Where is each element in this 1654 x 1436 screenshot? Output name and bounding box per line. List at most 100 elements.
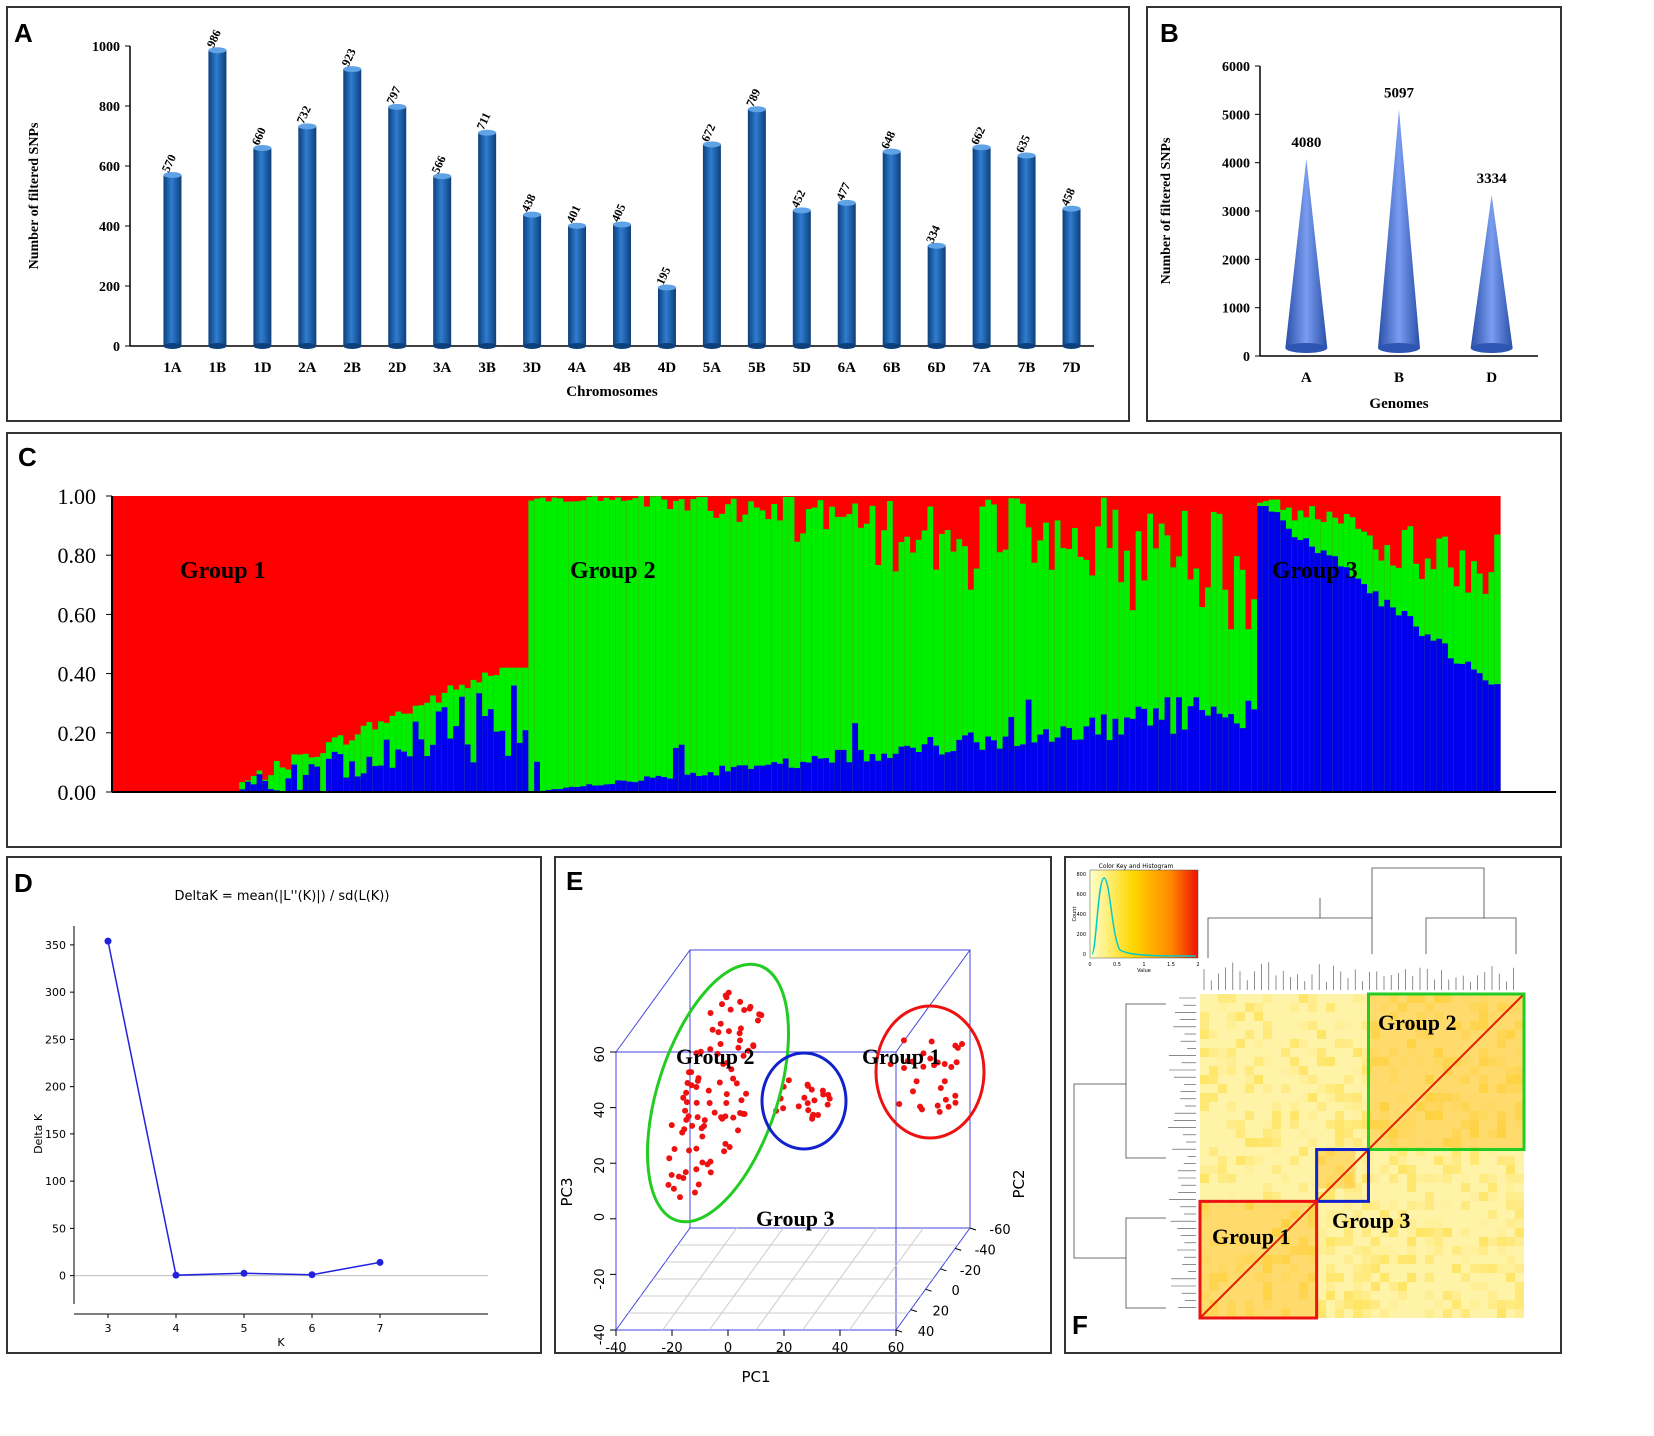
heatmap-cell	[1398, 1282, 1407, 1291]
bar-blue	[563, 787, 570, 792]
heatmap-cell	[1362, 1021, 1371, 1030]
data-point	[717, 1041, 724, 1048]
bar-red	[383, 496, 391, 792]
data-point	[954, 1044, 961, 1051]
bar-green	[632, 498, 639, 792]
data-point	[941, 1078, 948, 1085]
bar-blue	[418, 739, 425, 792]
heatmap-cell	[1425, 1192, 1434, 1201]
heatmap-cell	[1488, 1174, 1497, 1183]
heatmap-cell	[1308, 1093, 1317, 1102]
bar-green	[817, 500, 824, 792]
bar-green	[1494, 534, 1501, 792]
heatmap-cell	[1344, 1039, 1353, 1048]
bar-green	[886, 501, 894, 792]
heatmap-cell	[1497, 1156, 1506, 1165]
heatmap-cell	[1452, 1129, 1461, 1138]
series-line	[107, 940, 381, 1276]
bar-cap	[882, 148, 901, 155]
bar-base	[433, 343, 452, 349]
heatmap-cell	[1380, 1102, 1389, 1111]
bar-blue	[331, 751, 339, 792]
bar-green	[609, 499, 616, 792]
heatmap-cell	[1335, 1273, 1344, 1282]
group-label: Group 1	[180, 558, 266, 584]
bar-green	[846, 514, 853, 792]
bar-blue	[1326, 555, 1333, 792]
heatmap-cell	[1407, 1228, 1416, 1237]
bar-cap	[343, 66, 362, 73]
data-point	[668, 1122, 675, 1129]
heatmap-cell	[1317, 1228, 1326, 1237]
bar-green	[586, 497, 593, 792]
bar-blue	[667, 778, 674, 792]
heatmap-cell	[1380, 1273, 1389, 1282]
bar-green	[638, 496, 645, 792]
bar-green	[1199, 607, 1206, 792]
bar-blue	[1124, 717, 1131, 792]
heatmap-cell	[1515, 1291, 1524, 1300]
heatmap-cell	[1416, 1057, 1425, 1066]
heatmap-cell	[1452, 1021, 1461, 1030]
bar-green	[1228, 629, 1235, 792]
bar-green	[1135, 531, 1143, 792]
heatmap-cell	[1443, 1057, 1452, 1066]
y-tick-label: 250	[45, 1033, 66, 1046]
heatmap-cell	[1425, 1030, 1434, 1039]
heatmap-cell	[1353, 1102, 1362, 1111]
bar-blue	[459, 696, 466, 792]
bar-blue	[1089, 717, 1096, 792]
heatmap-cell	[1488, 1048, 1497, 1057]
bar-base	[298, 343, 317, 349]
bar-red	[164, 496, 171, 792]
bar-blue	[1447, 658, 1455, 792]
x-tick-label: 7	[377, 1322, 384, 1335]
y-tick-label: 6000	[1222, 60, 1250, 75]
heatmap-cell	[1488, 1102, 1497, 1111]
bar-blue	[991, 740, 998, 792]
bar-blue	[1280, 520, 1287, 792]
bar-blue	[973, 742, 981, 792]
heatmap-cell	[1254, 1192, 1263, 1201]
bar-blue	[748, 768, 755, 792]
bar-green	[597, 500, 605, 792]
heatmap-cell	[1326, 1282, 1335, 1291]
heatmap-cell	[1497, 1120, 1506, 1129]
heatmap-cell	[1245, 1255, 1254, 1264]
bar	[972, 147, 991, 346]
heatmap-cell	[1479, 1084, 1488, 1093]
heatmap-cell	[1290, 1057, 1299, 1066]
group-label: Group 1	[862, 1044, 940, 1069]
heatmap-cell	[1200, 1201, 1209, 1210]
bar-blue	[1147, 725, 1154, 792]
bar-green	[1066, 549, 1073, 792]
y-tick-label: 0.00	[58, 780, 97, 805]
bar-base	[478, 343, 497, 349]
heatmap-cell	[1362, 1255, 1371, 1264]
data-point	[727, 1006, 734, 1013]
heatmap-cell	[1515, 1210, 1524, 1219]
heatmap-cell	[1497, 994, 1506, 1003]
bar-green	[1083, 559, 1090, 792]
bar-blue	[609, 784, 616, 792]
bar-red	[233, 496, 240, 792]
heatmap-cell	[1443, 1228, 1452, 1237]
heatmap-cell	[1209, 1237, 1218, 1246]
data-point	[740, 1110, 747, 1117]
data-point	[730, 1114, 737, 1121]
heatmap-cell	[1407, 1246, 1416, 1255]
heatmap-cell	[1227, 1057, 1236, 1066]
bar-blue	[1222, 717, 1229, 792]
heatmap-cell	[1344, 1174, 1353, 1183]
heatmap-cell	[1209, 1165, 1218, 1174]
bar-green	[279, 767, 287, 792]
heatmap-cell	[1272, 1111, 1281, 1120]
heatmap-cell	[1263, 1264, 1272, 1273]
bar-green	[829, 506, 836, 792]
bar-green	[1014, 498, 1021, 792]
heatmap-cell	[1326, 1057, 1335, 1066]
data-point	[795, 1103, 802, 1110]
heatmap-cell	[1389, 1282, 1398, 1291]
bar-green	[539, 497, 547, 792]
heatmap-cell	[1461, 1255, 1470, 1264]
